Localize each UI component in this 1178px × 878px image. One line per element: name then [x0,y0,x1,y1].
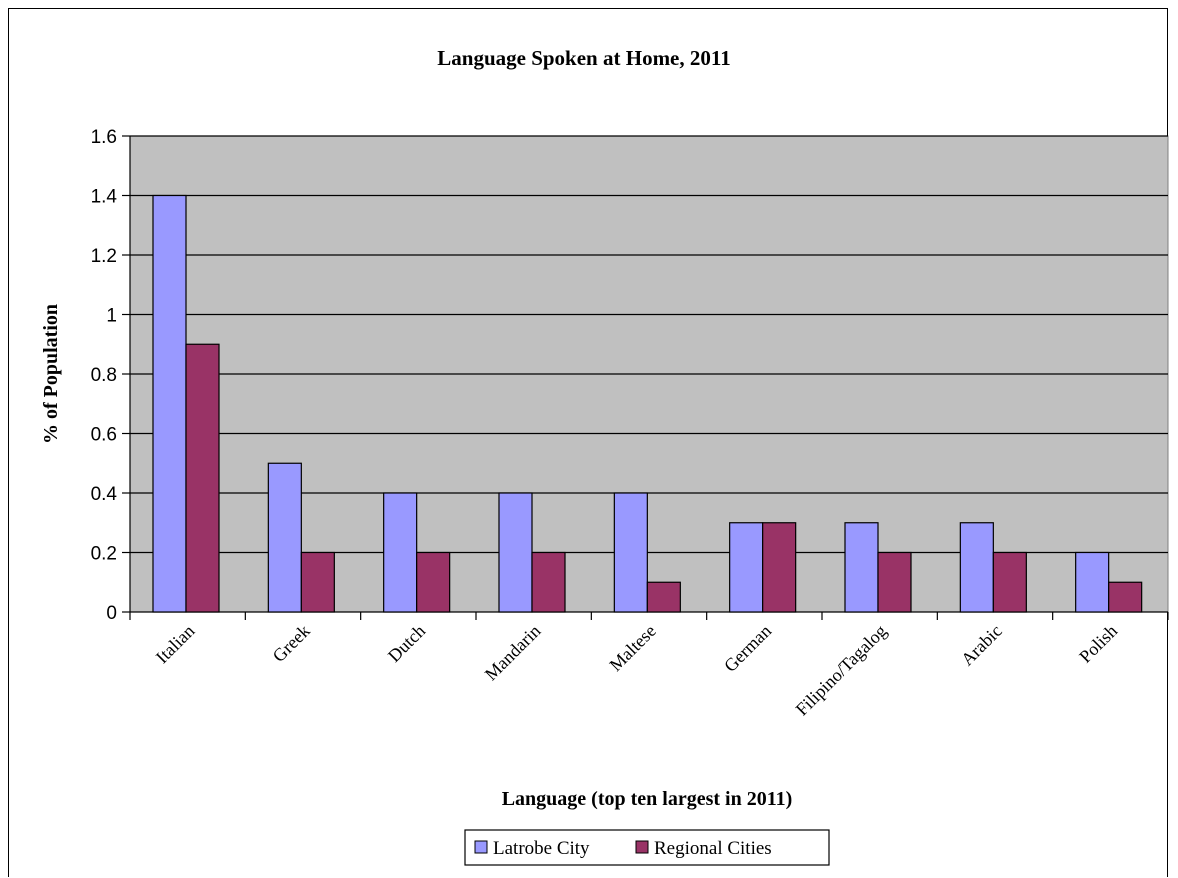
bar-latrobe-city [383,492,418,613]
bar-regional-cities [185,343,220,613]
bar-regional-cities [416,551,451,613]
bar-latrobe-city [613,492,648,613]
plot-area: 0 0.2 0.4 0.6 0.8 1 1.2 1.4 1.6 Italian Greek Dutch… [91,127,1169,720]
y-tick-label: 1.6 [91,127,117,148]
x-tick-label: Dutch [384,621,429,666]
x-tick-label: Arabic [957,621,1006,670]
x-tick-label: German [720,621,775,676]
bar-latrobe-city [498,492,533,613]
bar-regional-cities [877,551,912,613]
bar-latrobe-city [1075,551,1110,613]
chart-title: Language Spoken at Home, 2011 [437,46,730,70]
x-tick-label: Polish [1075,621,1121,667]
bar-regional-cities [762,522,797,613]
x-tick-label: Maltese [605,621,659,675]
legend: Latrobe City Regional Cities [464,829,830,866]
bar-latrobe-city [267,462,302,613]
x-axis-title: Language (top ten largest in 2011) [502,788,793,810]
legend-swatch [474,840,488,854]
legend-label: Regional Cities [654,838,772,859]
bar-regional-cities [531,551,566,613]
bar-latrobe-city [152,194,187,613]
y-tick-label: 0.8 [91,365,117,386]
x-tick-label: Italian [152,621,199,668]
x-tick-label: Filipino/Tagalog [792,621,891,720]
bar-regional-cities [300,551,335,613]
y-tick-label: 0.6 [91,425,117,446]
y-tick-label: 0 [106,603,117,624]
y-tick-label: 1.2 [91,246,117,267]
y-tick-label: 0.2 [91,544,117,565]
bar-latrobe-city [729,522,764,613]
bar-regional-cities [1108,581,1143,613]
y-tick-label: 1.4 [91,187,118,208]
bar-regional-cities [646,581,681,613]
legend-swatch [635,840,649,854]
x-tick-label: Greek [269,621,314,666]
legend-label: Latrobe City [493,838,590,859]
y-tick-label: 0.4 [91,484,118,505]
bar-latrobe-city [844,522,879,613]
y-axis-title: % of Population [40,304,62,444]
x-tick-label: Mandarin [481,621,545,685]
bar-latrobe-city [959,522,994,613]
y-tick-label: 1 [106,306,117,327]
bar-regional-cities [992,551,1027,613]
